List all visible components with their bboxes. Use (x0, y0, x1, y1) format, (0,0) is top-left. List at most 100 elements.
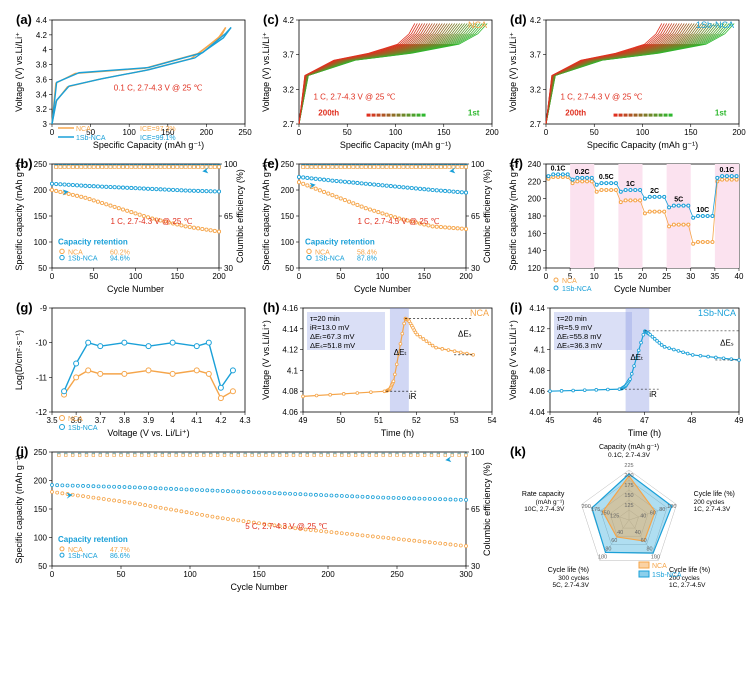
svg-text:40: 40 (635, 530, 641, 536)
rate-label: 1C (626, 181, 635, 188)
svg-text:3.8: 3.8 (36, 61, 48, 70)
gitt-param: iR=13.0 mV (310, 323, 349, 332)
svg-text:250: 250 (34, 160, 48, 169)
svg-text:Capacity retention: Capacity retention (58, 535, 128, 544)
svg-text:4.16: 4.16 (282, 304, 298, 313)
cycle-label: 200th (318, 109, 339, 118)
svg-text:1Sb-NCA: 1Sb-NCA (68, 553, 98, 560)
svg-text:Cycle Number: Cycle Number (107, 284, 164, 294)
svg-text:1Sb-NCA: 1Sb-NCA (652, 572, 682, 579)
svg-text:47: 47 (640, 416, 649, 425)
svg-text:4.2: 4.2 (283, 16, 295, 25)
svg-text:(f): (f) (510, 156, 523, 171)
svg-text:3.7: 3.7 (95, 416, 107, 425)
svg-text:Voltage (V) vs.Li/Li⁺: Voltage (V) vs.Li/Li⁺ (508, 32, 518, 112)
svg-text:ICE=99.1%: ICE=99.1% (140, 135, 176, 142)
rate-label: 5C (674, 197, 683, 204)
svg-text:1 C, 2.7-4.3 V @ 25 ℃: 1 C, 2.7-4.3 V @ 25 ℃ (313, 93, 395, 102)
svg-text:100: 100 (598, 554, 607, 560)
svg-text:2.7: 2.7 (283, 120, 295, 129)
svg-text:53: 53 (450, 416, 459, 425)
svg-text:100: 100 (129, 272, 143, 281)
svg-text:300 cycles: 300 cycles (558, 575, 589, 582)
svg-text:2.7: 2.7 (530, 120, 542, 129)
svg-text:iR: iR (649, 390, 657, 399)
svg-text:NCA: NCA (470, 308, 489, 318)
svg-text:3.4: 3.4 (36, 90, 48, 99)
svg-text:50: 50 (38, 264, 47, 273)
svg-text:46: 46 (593, 416, 602, 425)
svg-text:3: 3 (43, 120, 48, 129)
svg-text:10C, 2.7-4.3V: 10C, 2.7-4.3V (524, 506, 565, 513)
svg-text:20: 20 (638, 272, 647, 281)
svg-text:160: 160 (528, 229, 542, 238)
svg-text:15: 15 (614, 272, 623, 281)
svg-text:4.2: 4.2 (215, 416, 227, 425)
radar-axis-label: Rate capacity (522, 491, 565, 498)
svg-text:200: 200 (485, 128, 499, 137)
svg-text:250: 250 (390, 570, 404, 579)
legend-item: 1Sb-NCA (315, 256, 345, 263)
svg-text:Specific Capacity (mAh g⁻¹): Specific Capacity (mAh g⁻¹) (340, 140, 451, 150)
chart-svg: 05010015020050100150200250Cycle NumberSp… (257, 154, 500, 294)
svg-text:1Sb-NCA: 1Sb-NCA (698, 308, 736, 318)
chart-panel: 05010015020025030050100150200250Cycle Nu… (10, 442, 500, 592)
legend-item: 1Sb-NCA (76, 135, 106, 142)
svg-text:35: 35 (710, 272, 719, 281)
svg-text:0: 0 (50, 128, 55, 137)
svg-text:200: 200 (582, 504, 591, 510)
svg-text:3.9: 3.9 (143, 416, 155, 425)
gitt-param: ΔEₜ=67.3 mV (310, 332, 355, 341)
svg-text:100: 100 (667, 504, 676, 510)
cycle-label: 1st (468, 109, 480, 118)
svg-text:-9: -9 (40, 304, 48, 313)
svg-text:0.1C, 2.7-4.3V: 0.1C, 2.7-4.3V (608, 452, 651, 459)
svg-text:200: 200 (200, 128, 214, 137)
svg-text:3.8: 3.8 (119, 416, 131, 425)
chart-panel: 0501001502002.73.23.74.2Specific Capacit… (257, 10, 500, 150)
svg-text:(i): (i) (510, 300, 522, 315)
svg-text:51: 51 (374, 416, 383, 425)
svg-text:4.12: 4.12 (529, 325, 545, 334)
chart-panel: 4950515253544.064.084.14.124.144.16Time … (257, 298, 500, 438)
svg-text:-11: -11 (36, 373, 48, 382)
svg-text:175: 175 (624, 483, 633, 489)
svg-text:100: 100 (376, 272, 390, 281)
svg-text:(j): (j) (16, 444, 28, 459)
svg-text:3.7: 3.7 (530, 51, 542, 60)
legend-item: NCA (76, 126, 91, 133)
legend-item: 1Sb-NCA (68, 256, 98, 263)
svg-text:30: 30 (686, 272, 695, 281)
svg-text:150: 150 (437, 128, 451, 137)
rate-label: 10C (696, 207, 709, 214)
radar-axis-label: Capacity (mAh g⁻¹) (599, 444, 659, 451)
svg-text:(d): (d) (510, 12, 527, 27)
chart-svg: 3.53.63.73.83.944.14.24.3-12-11-10-9Volt… (10, 298, 253, 438)
chart-svg: 0501001502002.73.23.74.2Specific Capacit… (257, 10, 500, 150)
svg-text:225: 225 (624, 463, 633, 469)
chart-panel: 0501001502002.73.23.74.2Specific Capacit… (504, 10, 747, 150)
gitt-param: τ=20 min (557, 314, 587, 323)
svg-text:87.8%: 87.8% (357, 256, 377, 263)
svg-text:150: 150 (252, 570, 266, 579)
gitt-param: ΔEₛ=51.8 mV (310, 341, 355, 350)
svg-text:ICE=97.3%: ICE=97.3% (140, 126, 176, 133)
svg-text:(k): (k) (510, 444, 526, 459)
svg-text:180: 180 (528, 212, 542, 221)
svg-text:4.2: 4.2 (530, 16, 542, 25)
chart-svg: 05010015020050100150200250Cycle NumberSp… (10, 154, 253, 294)
svg-text:100: 100 (224, 160, 238, 169)
svg-text:4.3: 4.3 (239, 416, 251, 425)
svg-text:(b): (b) (16, 156, 33, 171)
svg-text:100: 100 (281, 238, 295, 247)
svg-text:175: 175 (591, 507, 600, 513)
sample-label: NCA (468, 20, 487, 30)
svg-text:140: 140 (528, 247, 542, 256)
chart-svg: Capacity (mAh g⁻¹)0.1C, 2.7-4.3V12515017… (504, 442, 747, 592)
svg-text:50: 50 (590, 128, 599, 137)
svg-text:Voltage (V vs.Li/Li⁺): Voltage (V vs.Li/Li⁺) (261, 320, 271, 400)
svg-text:(g): (g) (16, 300, 33, 315)
svg-text:0: 0 (50, 570, 55, 579)
rate-label: 0.2C (575, 169, 590, 176)
svg-text:-10: -10 (35, 339, 47, 348)
